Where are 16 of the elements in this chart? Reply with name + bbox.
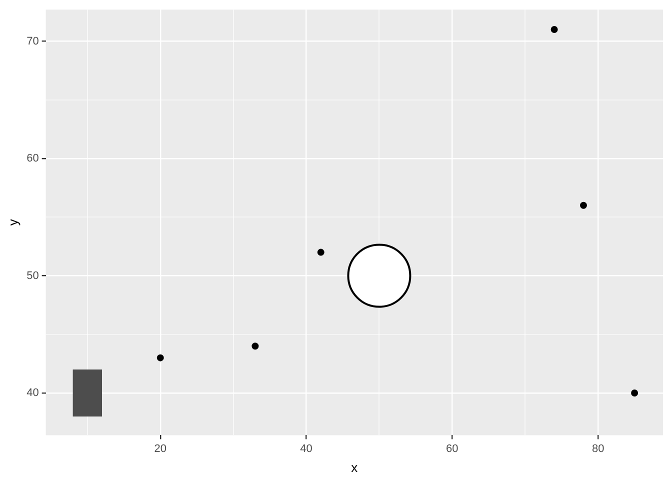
x-tick-label: 60 [446, 442, 458, 455]
point [252, 342, 259, 350]
y-tick-label: 60 [26, 152, 39, 165]
x-tick-label: 20 [154, 442, 166, 455]
x-tick-label: 40 [300, 442, 312, 455]
y-tick-label: 70 [26, 35, 39, 48]
point [580, 202, 587, 209]
x-axis-title: x [351, 460, 358, 475]
point [317, 248, 324, 256]
y-tick-label: 40 [26, 387, 39, 400]
point [156, 354, 164, 362]
point [550, 26, 558, 34]
x-tick-label: 80 [592, 442, 604, 455]
y-axis-title: y [5, 218, 20, 226]
y-tick-label: 50 [26, 270, 39, 282]
point [631, 389, 638, 396]
